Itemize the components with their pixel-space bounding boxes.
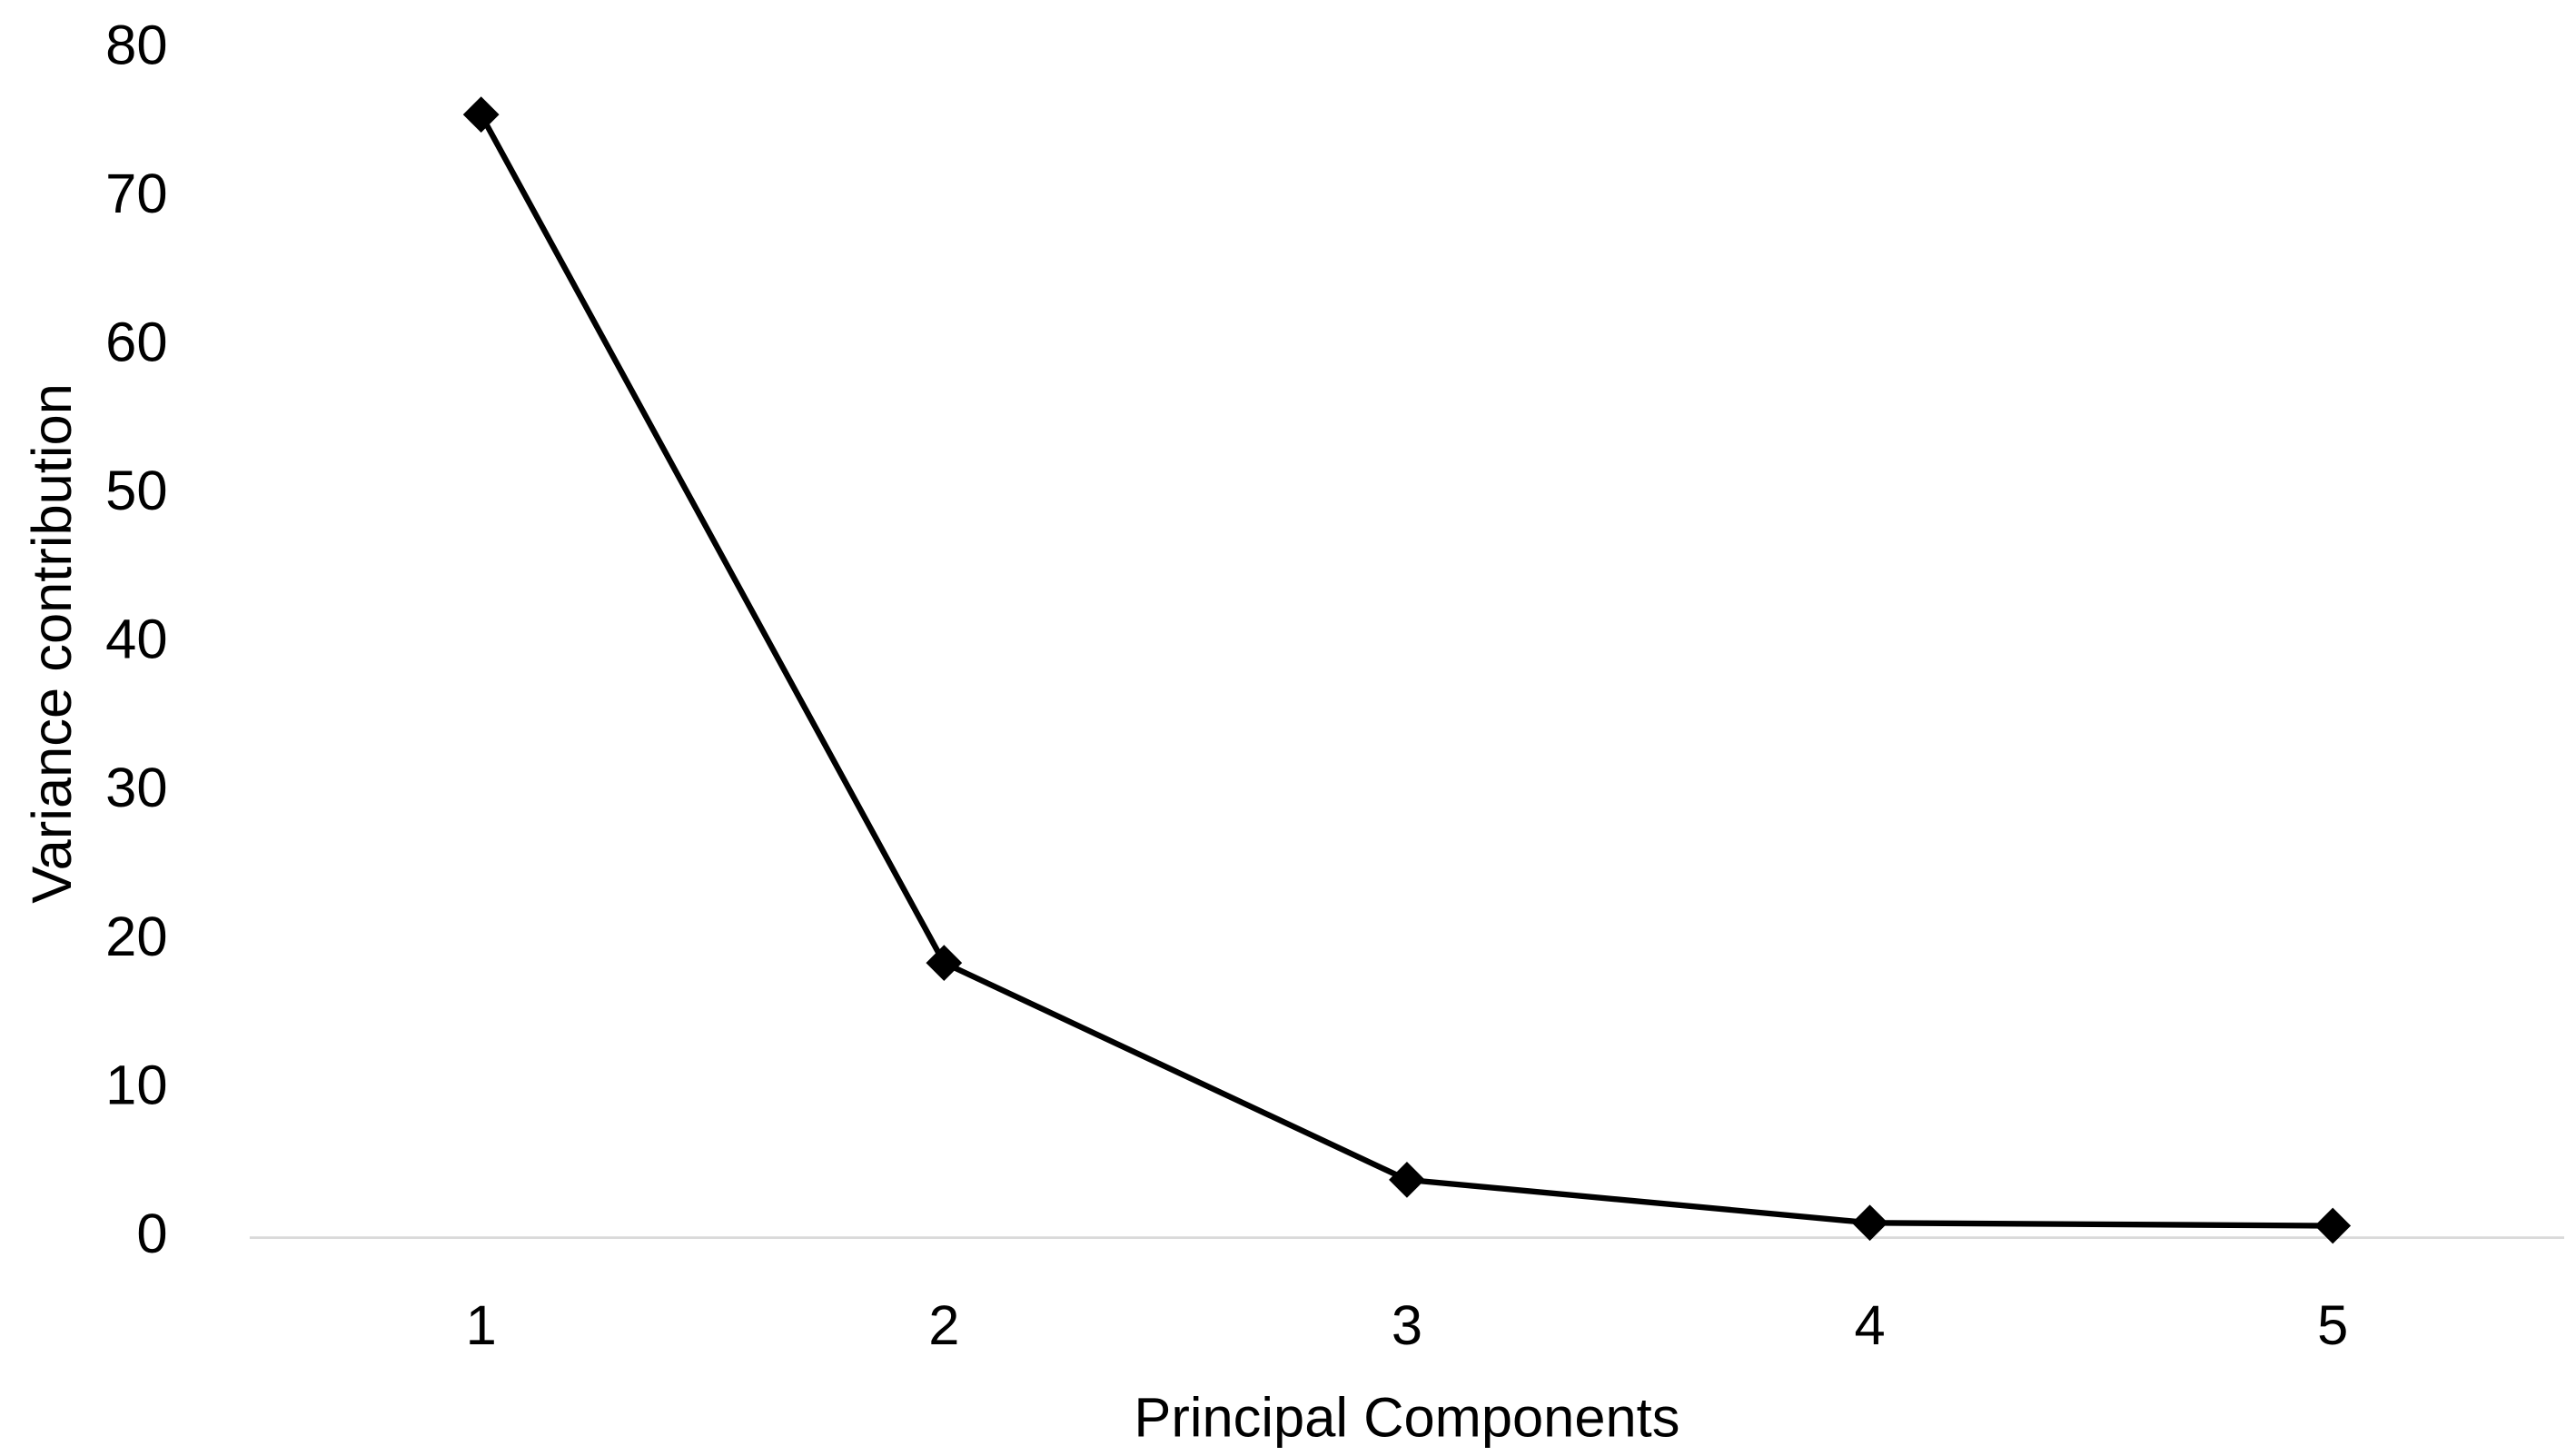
data-point bbox=[2314, 1207, 2352, 1244]
x-axis-title: Principal Components bbox=[1134, 1386, 1679, 1449]
x-tick-label: 2 bbox=[928, 1294, 959, 1357]
y-axis-title: Variance contribution bbox=[21, 383, 84, 904]
y-tick-label: 60 bbox=[105, 312, 167, 374]
data-point bbox=[926, 945, 963, 981]
y-tick-label: 40 bbox=[105, 609, 167, 671]
x-tick-label: 5 bbox=[2317, 1294, 2348, 1357]
x-tick-label: 1 bbox=[466, 1294, 497, 1357]
y-tick-label: 0 bbox=[136, 1203, 167, 1265]
y-tick-label: 30 bbox=[105, 757, 167, 819]
y-tick-label: 70 bbox=[105, 163, 167, 225]
y-tick-label: 80 bbox=[105, 14, 167, 76]
y-tick-label: 10 bbox=[105, 1054, 167, 1116]
y-tick-label: 50 bbox=[105, 460, 167, 522]
series-line bbox=[478, 113, 2333, 1229]
y-tick-label: 20 bbox=[105, 906, 167, 968]
x-tick-label: 3 bbox=[1392, 1294, 1422, 1357]
data-point bbox=[1389, 1161, 1425, 1198]
x-tick-label: 4 bbox=[1854, 1294, 1885, 1357]
data-point bbox=[462, 96, 500, 134]
data-point bbox=[1851, 1204, 1888, 1242]
